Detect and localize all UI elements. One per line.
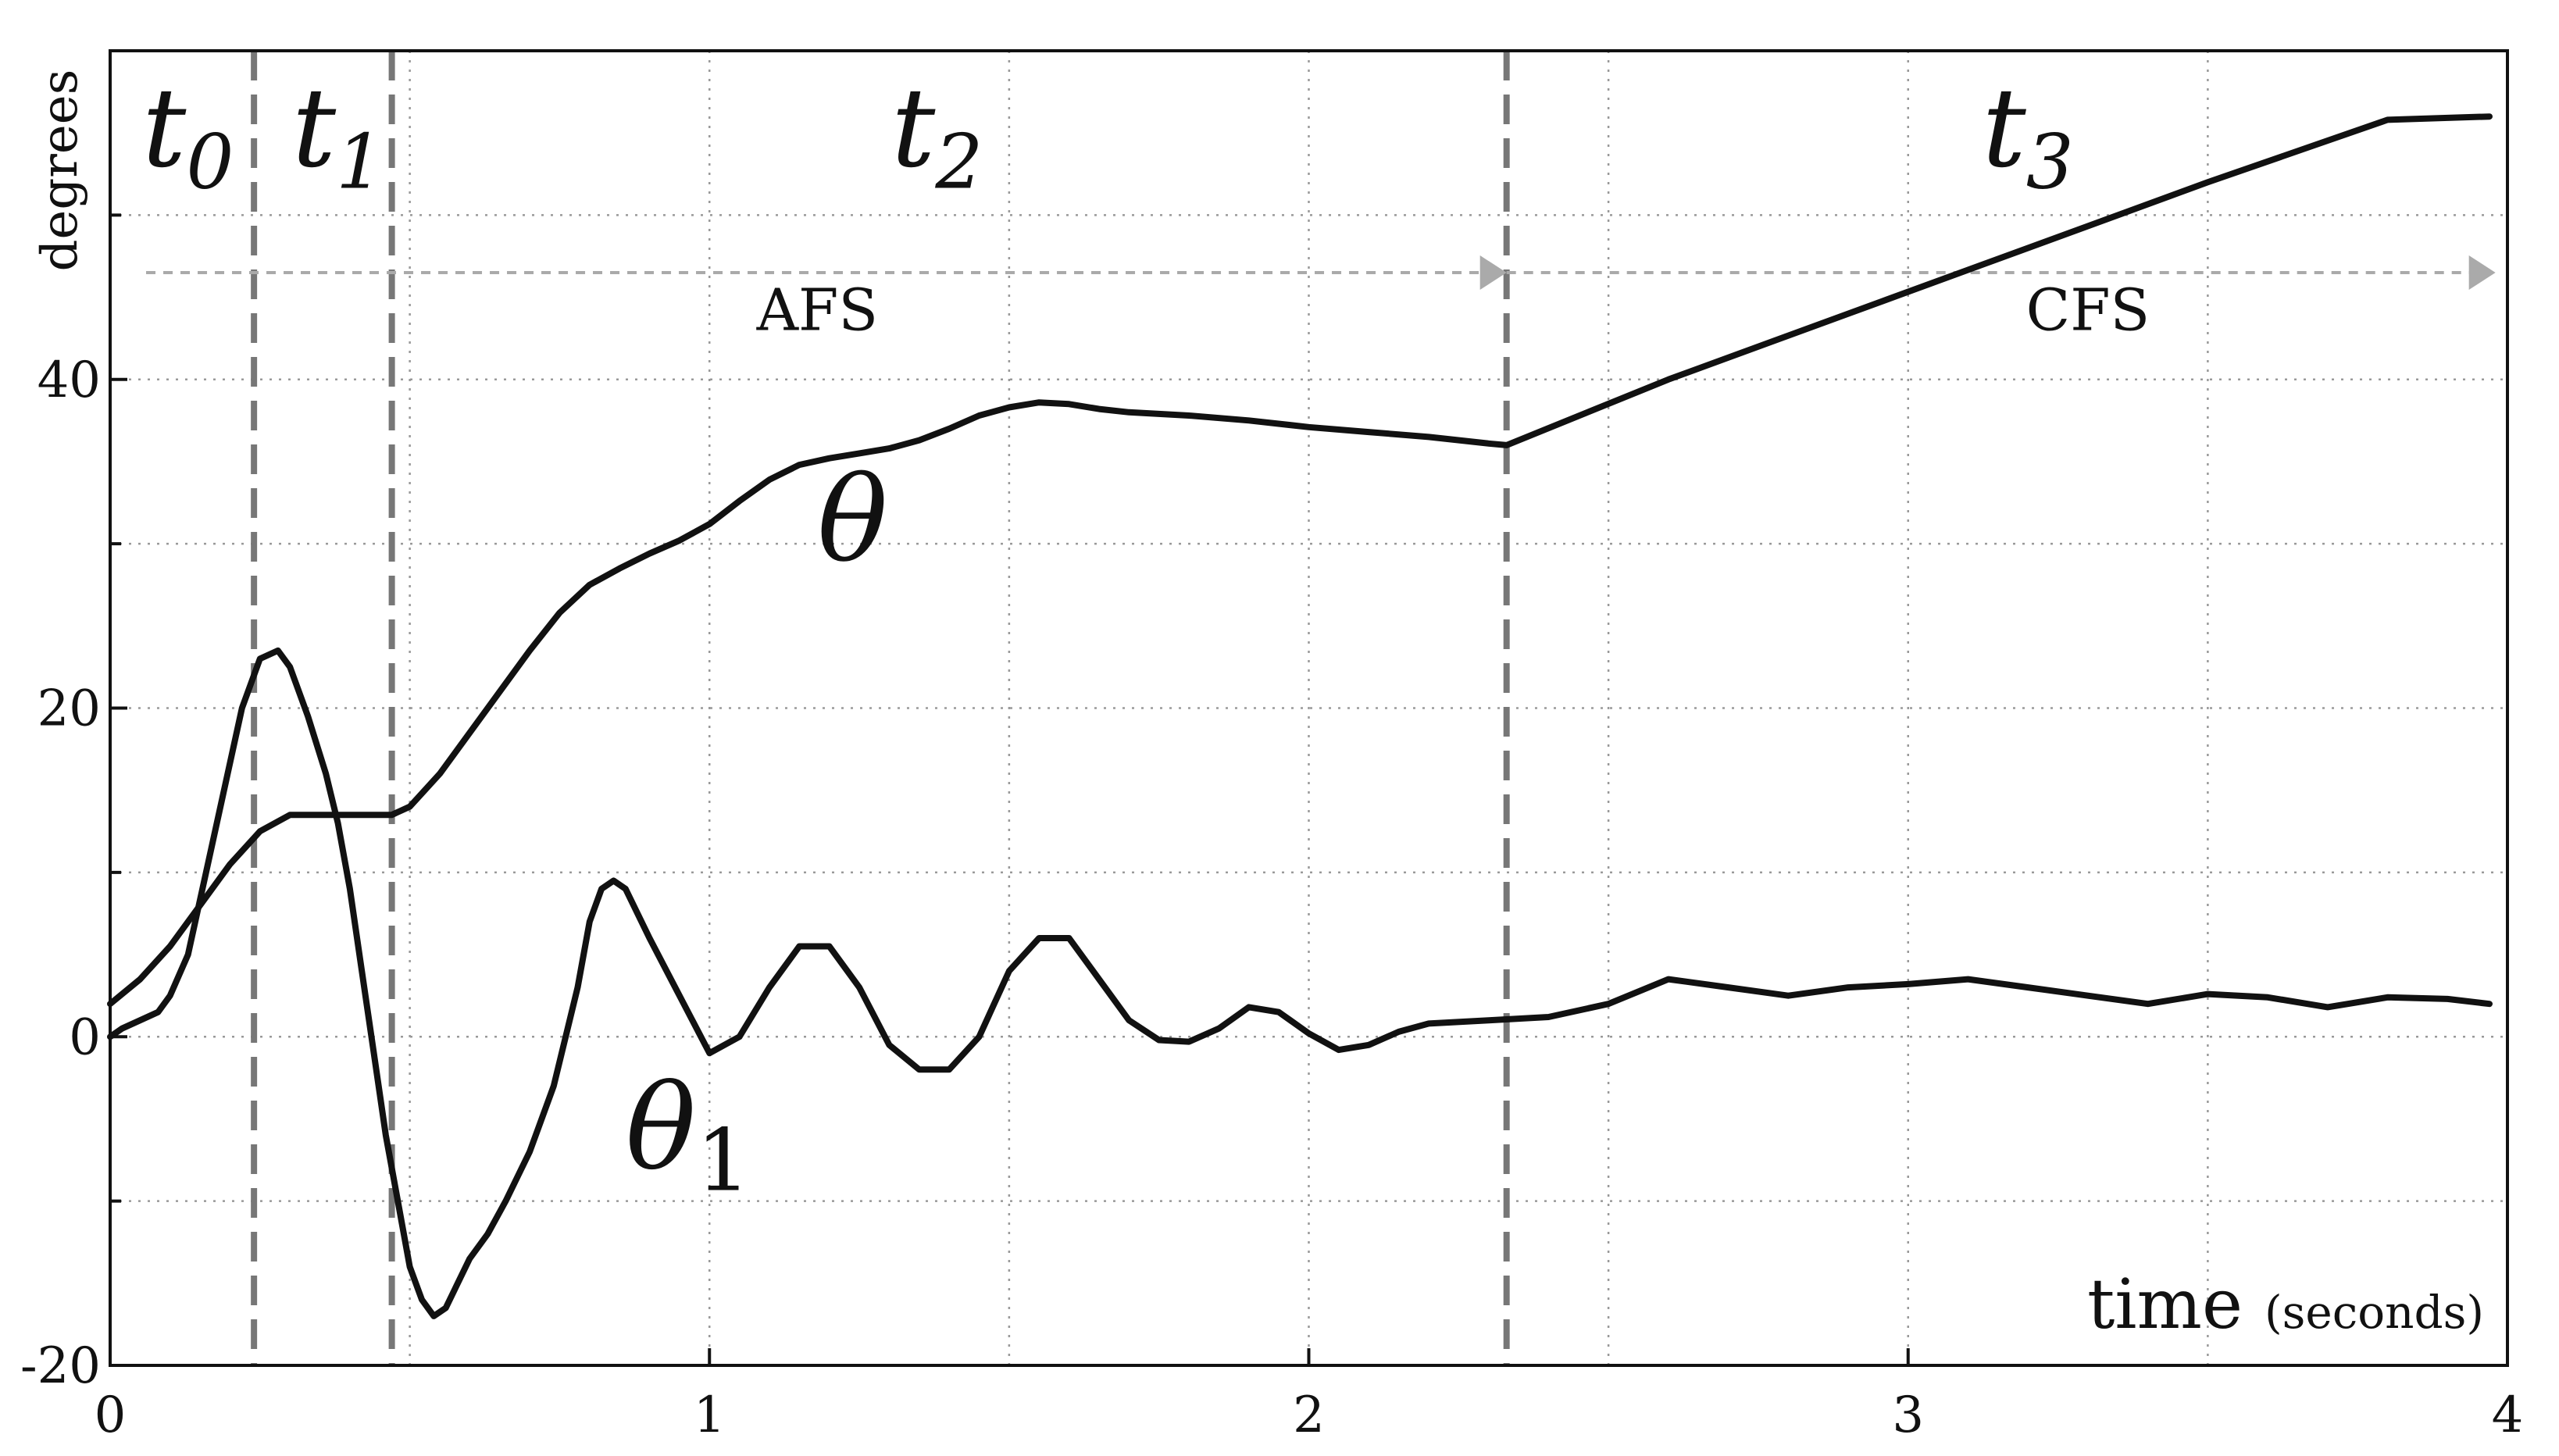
- phase-arrows: AFS CFS: [146, 255, 2496, 344]
- y-axis-title: degrees: [31, 70, 89, 272]
- x-axis-title: time (seconds): [2087, 1264, 2484, 1344]
- series-theta-line: [107, 113, 2493, 1008]
- y-tick-label: 0: [69, 1008, 101, 1066]
- x-tick-label: 3: [1892, 1386, 1924, 1444]
- y-tick-label: -20: [20, 1337, 101, 1395]
- phase-arrow-label: AFS: [756, 277, 878, 344]
- series-theta-label: θ: [817, 452, 887, 588]
- chart-labels: θ θ1 t0 t1 t2 t3 degrees time (seconds): [31, 65, 2484, 1344]
- phase-label: t0: [142, 65, 234, 205]
- x-tick-label: 1: [694, 1386, 726, 1444]
- phase-arrow-head: [2468, 255, 2496, 291]
- phase-arrow-label: CFS: [2026, 277, 2150, 344]
- phase-label: t1: [292, 65, 384, 205]
- x-tick-label: 4: [2492, 1386, 2524, 1444]
- x-tick-label: 0: [95, 1386, 127, 1444]
- y-tick-label: 20: [37, 680, 101, 738]
- series-group: [107, 113, 2493, 1319]
- grid: [110, 51, 2507, 1365]
- phase-arrow-head: [1479, 255, 1507, 291]
- series-theta1-label: θ1: [626, 1061, 751, 1211]
- phase-label: t2: [891, 65, 983, 205]
- phase-boundaries: [251, 51, 1510, 1365]
- phase-label: t3: [1983, 65, 2074, 205]
- y-tick-label: 40: [37, 352, 101, 409]
- x-tick-label: 2: [1293, 1386, 1325, 1444]
- series-theta1-line: [107, 647, 2493, 1319]
